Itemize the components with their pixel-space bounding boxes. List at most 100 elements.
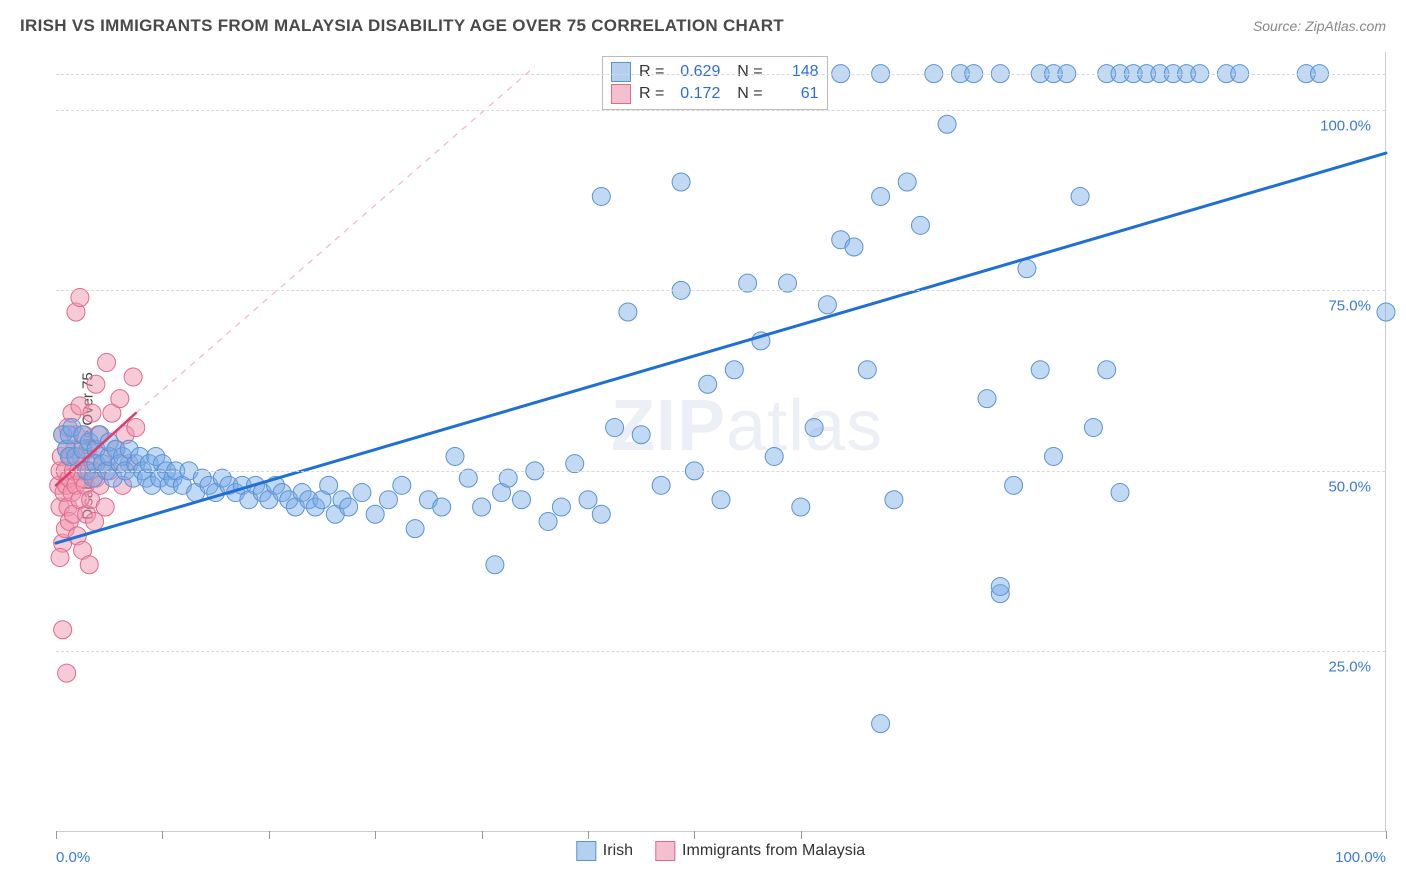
series-legend: Irish Immigrants from Malaysia <box>576 841 865 861</box>
x-tick-label: 100.0% <box>1335 849 1386 866</box>
data-point <box>1018 260 1036 278</box>
trend-line <box>56 153 1386 543</box>
data-point <box>765 447 783 465</box>
data-point <box>320 476 338 494</box>
chart-plot-area: ZIPatlas R =0.629 N =148R =0.172 N =61 I… <box>56 52 1386 832</box>
legend-label: Irish <box>603 842 633 860</box>
data-point <box>792 498 810 516</box>
trend-extension <box>136 66 535 413</box>
data-point <box>58 664 76 682</box>
x-tick <box>482 831 483 839</box>
data-point <box>606 419 624 437</box>
data-point <box>513 491 531 509</box>
data-point <box>845 238 863 256</box>
data-point <box>672 173 690 191</box>
data-point <box>124 368 142 386</box>
data-point <box>83 404 101 422</box>
gridline <box>56 110 1385 111</box>
data-point <box>127 419 145 437</box>
x-tick-label: 0.0% <box>56 849 90 866</box>
data-point <box>805 419 823 437</box>
stat-label: R = <box>639 85 664 103</box>
data-point <box>96 498 114 516</box>
y-tick-label: 25.0% <box>1328 659 1371 676</box>
data-point <box>1098 361 1116 379</box>
data-point <box>98 354 116 372</box>
correlation-row: R = 0.629 N = 148 <box>611 61 819 83</box>
data-point <box>486 556 504 574</box>
x-tick <box>269 831 270 839</box>
source-attribution: Source: ZipAtlas.com <box>1253 18 1386 34</box>
data-point <box>87 375 105 393</box>
data-point <box>1084 419 1102 437</box>
r-value: 0.629 <box>672 63 720 81</box>
data-point <box>912 216 930 234</box>
data-point <box>1031 361 1049 379</box>
data-point <box>858 361 876 379</box>
scatter-chart-svg <box>56 52 1385 831</box>
data-point <box>592 505 610 523</box>
data-point <box>1111 484 1129 502</box>
y-tick-label: 100.0% <box>1320 117 1371 134</box>
data-point <box>712 491 730 509</box>
gridline <box>56 651 1385 652</box>
data-point <box>1377 303 1395 321</box>
data-point <box>340 498 358 516</box>
stat-label: N = <box>728 63 762 81</box>
data-point <box>872 187 890 205</box>
x-tick <box>588 831 589 839</box>
x-tick <box>375 831 376 839</box>
data-point <box>725 361 743 379</box>
n-value: 61 <box>771 85 819 103</box>
legend-swatch <box>576 841 596 861</box>
data-point <box>539 512 557 530</box>
data-point <box>552 498 570 516</box>
stat-label: R = <box>639 63 664 81</box>
data-point <box>872 715 890 733</box>
y-tick-label: 75.0% <box>1328 298 1371 315</box>
legend-item: Immigrants from Malaysia <box>655 841 865 861</box>
data-point <box>473 498 491 516</box>
x-tick <box>1386 831 1387 839</box>
stat-label: N = <box>728 85 762 103</box>
data-point <box>938 115 956 133</box>
data-point <box>1045 447 1063 465</box>
legend-item: Irish <box>576 841 633 861</box>
data-point <box>80 556 98 574</box>
data-point <box>111 390 129 408</box>
data-point <box>991 577 1009 595</box>
y-tick-label: 50.0% <box>1328 478 1371 495</box>
x-tick <box>56 831 57 839</box>
correlation-legend-box: R = 0.629 N = 148 R = 0.172 N = 61 <box>602 56 828 110</box>
data-point <box>619 303 637 321</box>
x-tick <box>162 831 163 839</box>
data-point <box>1071 187 1089 205</box>
chart-title: IRISH VS IMMIGRANTS FROM MALAYSIA DISABI… <box>20 16 784 36</box>
data-point <box>433 498 451 516</box>
data-point <box>632 426 650 444</box>
gridline <box>56 471 1385 472</box>
legend-label: Immigrants from Malaysia <box>682 842 865 860</box>
data-point <box>579 491 597 509</box>
data-point <box>446 447 464 465</box>
data-point <box>699 375 717 393</box>
data-point <box>978 390 996 408</box>
legend-swatch <box>611 62 631 82</box>
data-point <box>380 491 398 509</box>
legend-swatch <box>611 84 631 104</box>
data-point <box>1005 476 1023 494</box>
data-point <box>652 476 670 494</box>
gridline <box>56 290 1385 291</box>
r-value: 0.172 <box>672 85 720 103</box>
data-point <box>406 520 424 538</box>
n-value: 148 <box>771 63 819 81</box>
correlation-row: R = 0.172 N = 61 <box>611 83 819 105</box>
data-point <box>818 296 836 314</box>
legend-swatch <box>655 841 675 861</box>
data-point <box>51 549 69 567</box>
data-point <box>898 173 916 191</box>
gridline <box>56 74 1385 75</box>
x-tick <box>801 831 802 839</box>
data-point <box>885 491 903 509</box>
data-point <box>366 505 384 523</box>
